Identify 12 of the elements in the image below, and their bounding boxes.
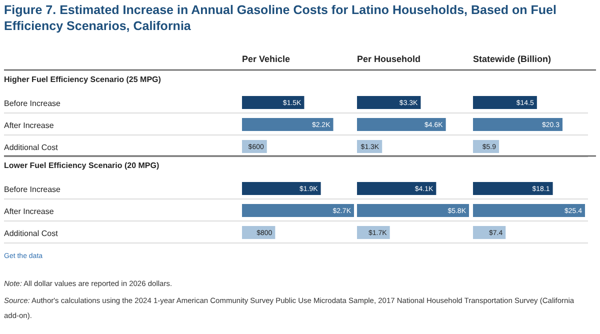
y-tick-label: Additional Cost bbox=[4, 143, 59, 152]
y-tick-label: Additional Cost bbox=[4, 229, 59, 238]
y-tick-label: After Increase bbox=[4, 207, 54, 216]
chart-title: Per Vehicle bbox=[242, 54, 290, 64]
chart-title: Statewide (Billion) bbox=[473, 54, 552, 64]
y-tick-label: Before Increase bbox=[4, 99, 62, 108]
chart-title: Per Household bbox=[357, 54, 421, 64]
text: Lower Fuel Efficiency Scenario (20 MPG) bbox=[4, 161, 160, 170]
text: Figure 7. Estimated Increase in Annual Gasoline Costs for Latino Households, Based on Fuel Efficiency Scenarios, California bbox=[4, 3, 556, 33]
y-tick-label: Before Increase bbox=[4, 185, 62, 194]
y-tick-label: After Increase bbox=[4, 121, 54, 130]
text: Higher Fuel Efficiency Scenario (25 MPG) bbox=[4, 75, 162, 84]
